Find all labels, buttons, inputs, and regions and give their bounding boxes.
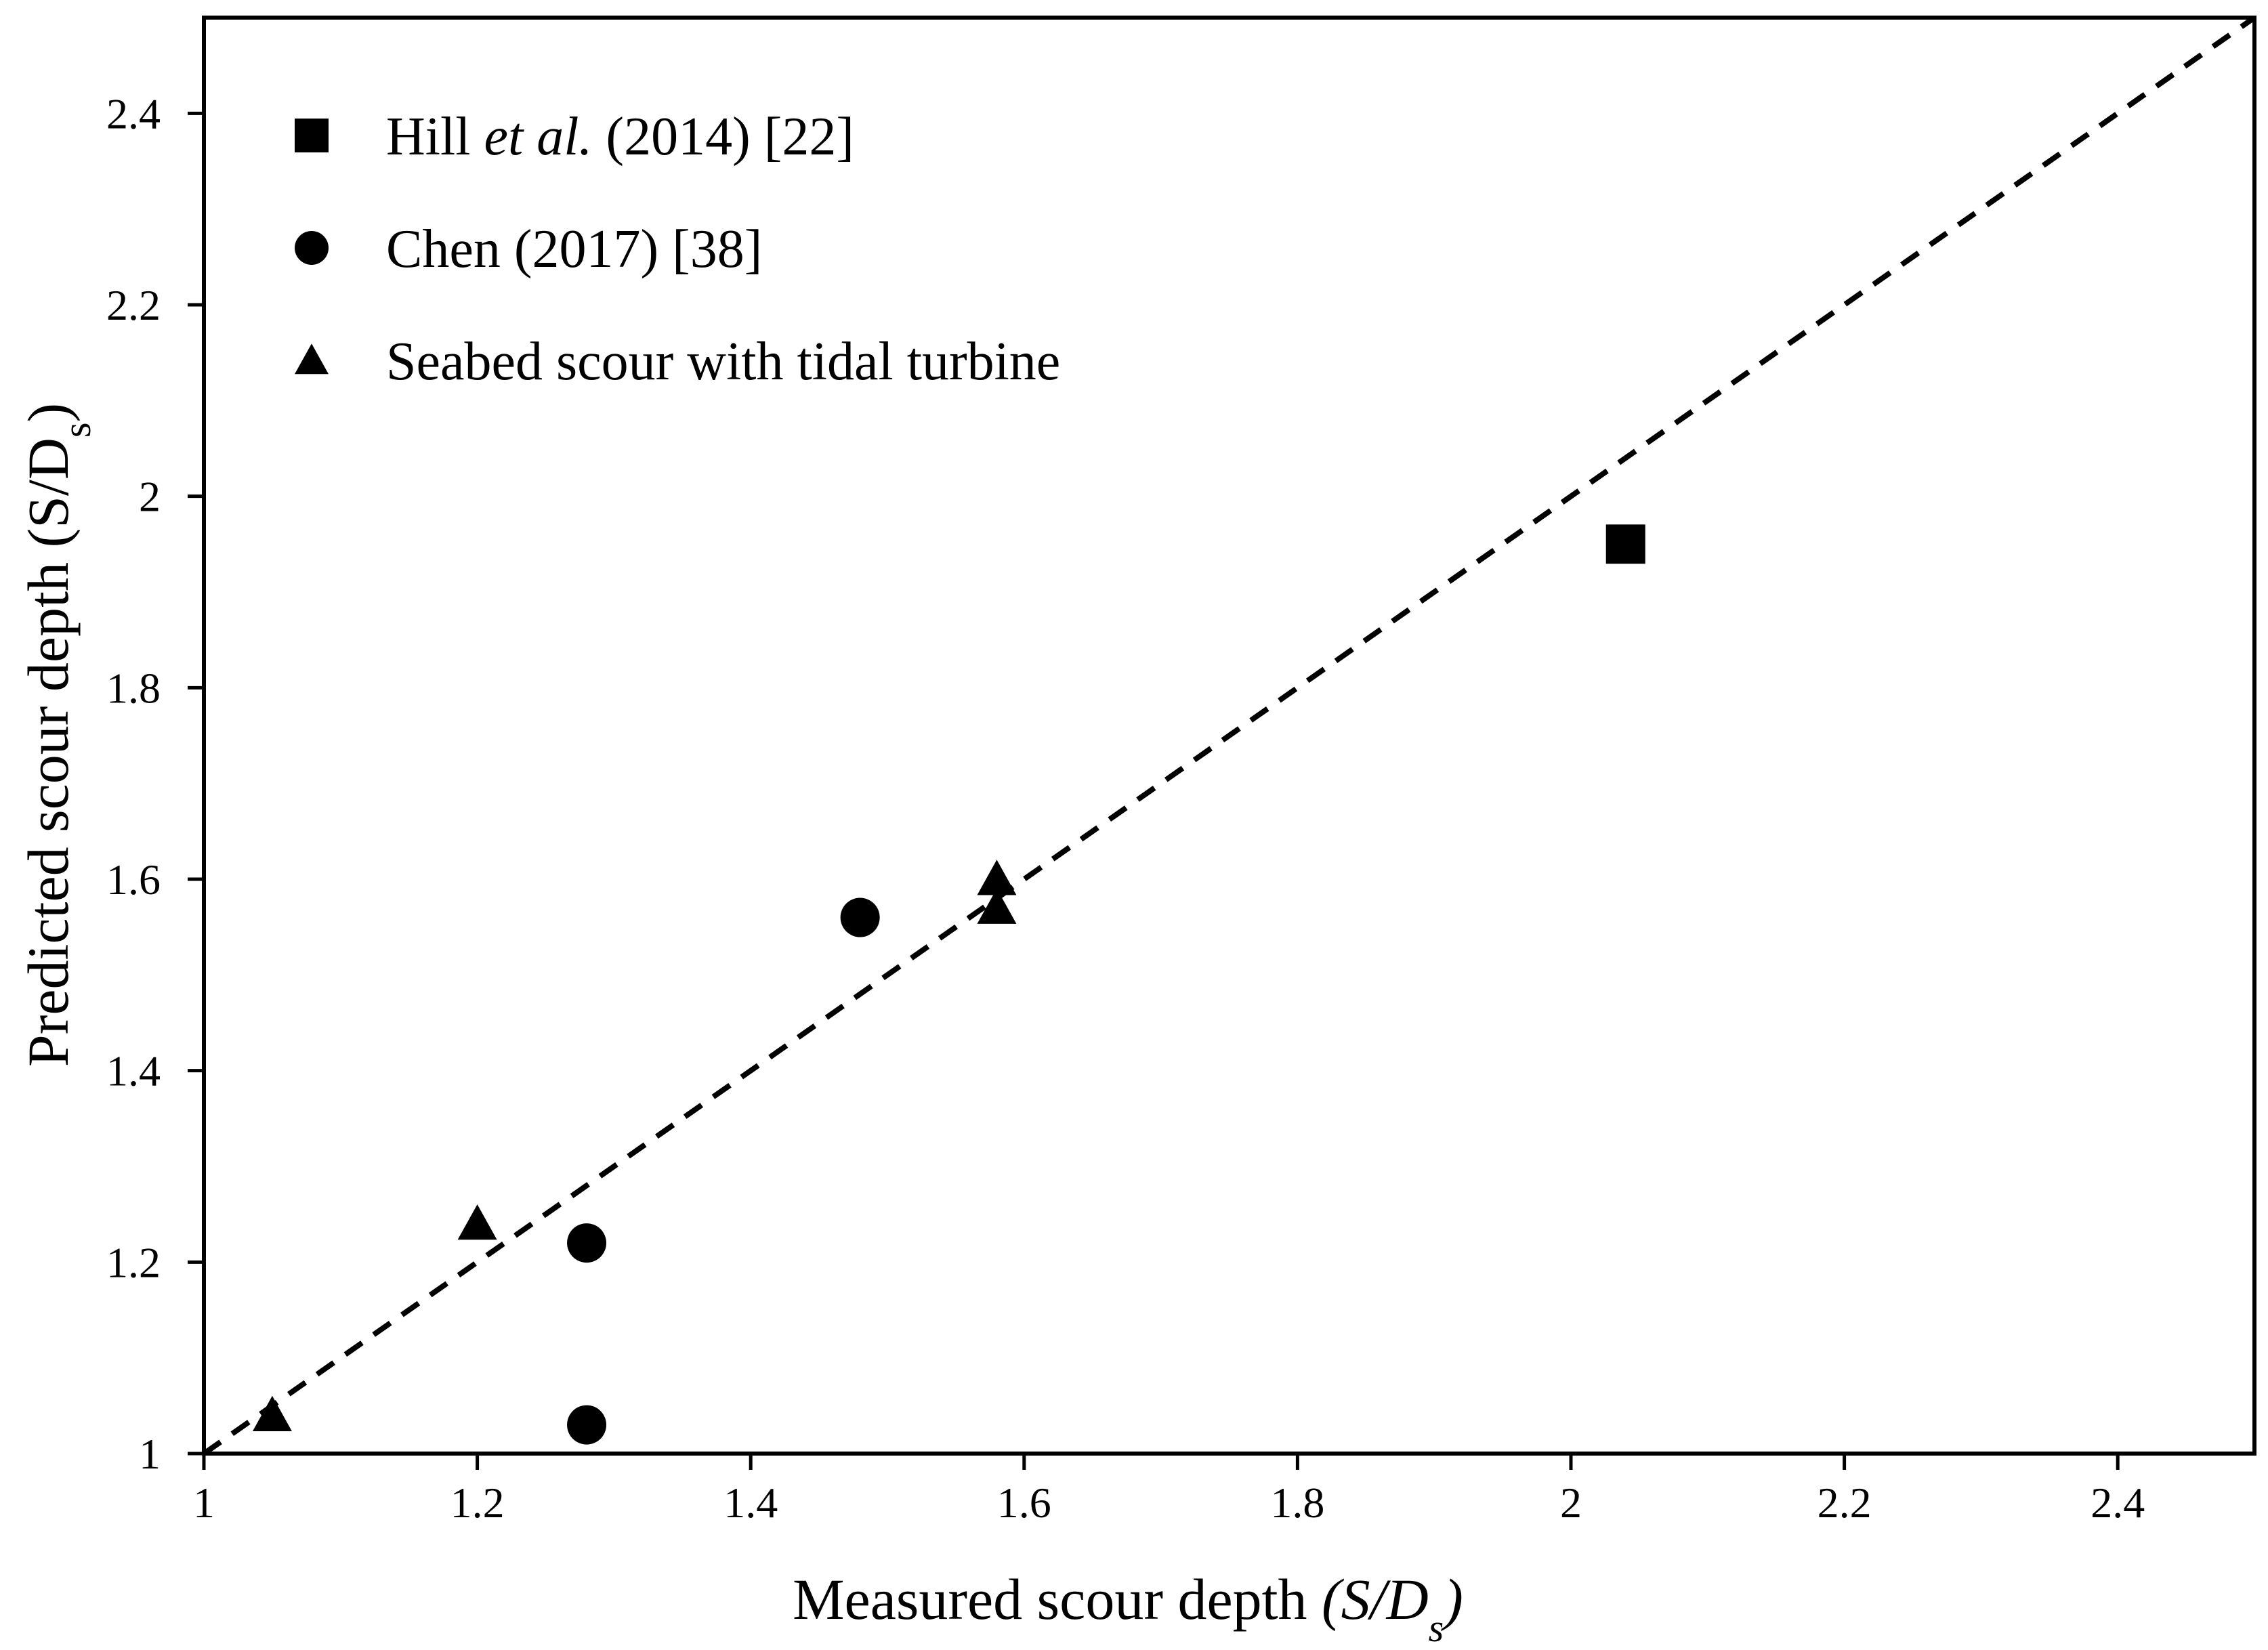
x-axis-title-prefix: Measured scour depth — [793, 1567, 1322, 1632]
y-tick-label: 1.4 — [106, 1047, 161, 1095]
triangle-data-point — [977, 888, 1017, 924]
x-tick-label: 1.6 — [997, 1479, 1051, 1527]
legend-label: Hill et al. (2014) [22] — [386, 107, 854, 167]
x-tick-label: 1.2 — [450, 1479, 505, 1527]
x-tick-label: 1 — [193, 1479, 215, 1527]
y-tick-label: 1.2 — [106, 1238, 161, 1286]
y-axis-title: Predicted scour depth (S/Ds) — [16, 403, 99, 1067]
y-tick-label: 2 — [139, 473, 161, 521]
legend-marker-triangle — [295, 343, 329, 375]
legend-marker-square — [295, 119, 329, 152]
y-axis-title-sub: s — [55, 422, 99, 438]
plot-frame — [202, 16, 2256, 1456]
x-axis-title: Measured scour depth (S/Ds) — [793, 1567, 1463, 1650]
x-tick-label: 2.2 — [1818, 1479, 1872, 1527]
triangle-data-point — [457, 1204, 497, 1240]
x-tick-label: 1.4 — [723, 1479, 778, 1527]
reference-line-1to1 — [202, 15, 2256, 1456]
legend-label: Seabed scour with tidal turbine — [386, 332, 1060, 392]
x-tick-label: 2 — [1560, 1479, 1582, 1527]
triangle-data-point — [977, 860, 1017, 895]
y-tick-label: 2.4 — [106, 89, 161, 138]
x-axis-title-var: (S/D — [1322, 1567, 1429, 1632]
x-tick-label: 1.8 — [1270, 1479, 1324, 1527]
y-tick-label: 2.2 — [106, 281, 161, 329]
legend-label: Chen (2017) [38] — [386, 219, 762, 279]
y-axis-title-suffix: ) — [16, 403, 81, 423]
y-tick-label: 1 — [139, 1430, 161, 1478]
y-axis-title-prefix: Predicted scour depth (S/D — [16, 438, 81, 1067]
y-tick-label: 1.8 — [106, 664, 161, 712]
legend-marker-circle — [295, 231, 329, 265]
x-axis-title-suffix: ) — [1440, 1567, 1463, 1632]
circle-data-point — [567, 1223, 607, 1263]
square-data-point — [1605, 524, 1645, 564]
x-tick-label: 2.4 — [2091, 1479, 2145, 1527]
circle-data-point — [840, 897, 880, 937]
x-axis-title-sub: s — [1429, 1606, 1444, 1650]
y-tick-label: 1.6 — [106, 855, 161, 904]
triangle-data-point — [252, 1395, 292, 1431]
circle-data-point — [567, 1405, 607, 1445]
